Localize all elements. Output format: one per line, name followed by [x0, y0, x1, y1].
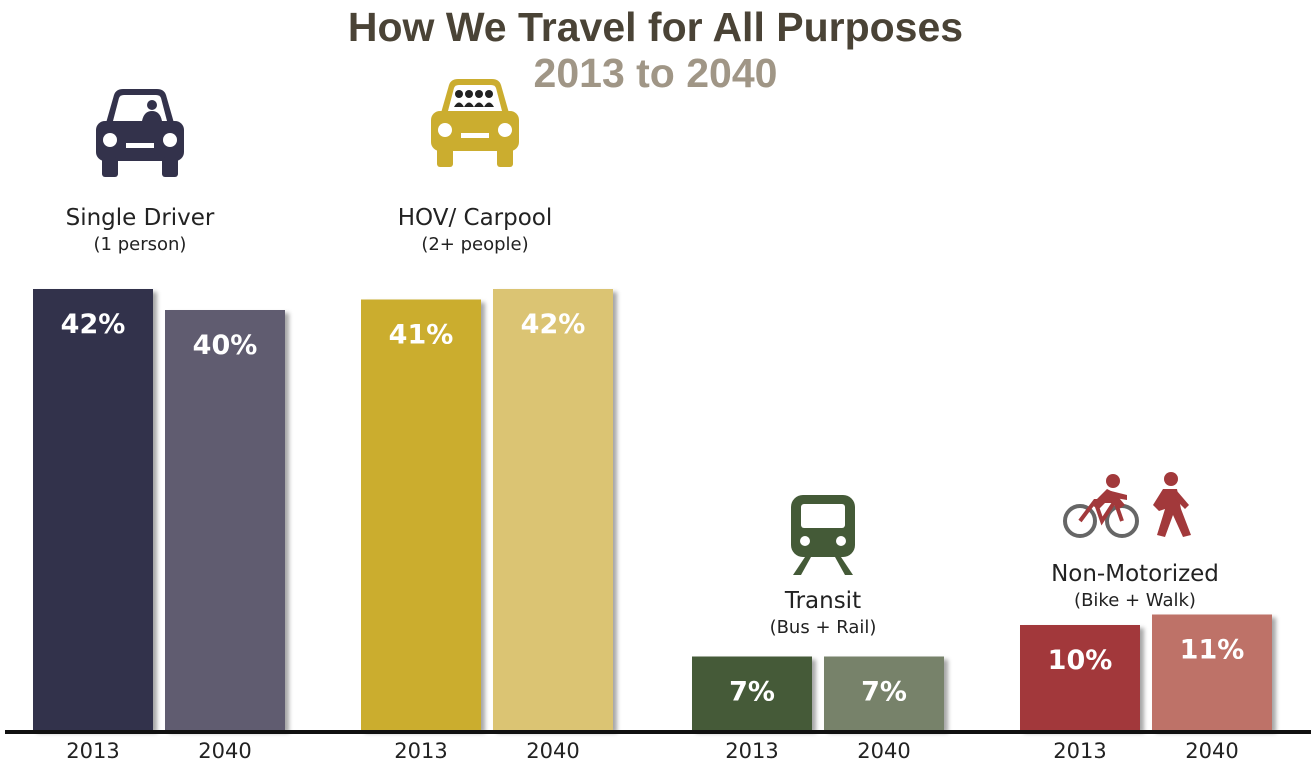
- car-icon: [96, 89, 184, 177]
- bar-3-2040: [1152, 614, 1272, 730]
- category-sublabel: (Bus + Rail): [770, 617, 877, 638]
- category-label: Transit: [784, 588, 861, 614]
- x-tick-label: 2013: [394, 739, 447, 763]
- x-tick-label: 2013: [725, 739, 778, 763]
- bar-value-label: 40%: [193, 330, 258, 361]
- category-sublabel: (Bike + Walk): [1074, 590, 1196, 611]
- bar-value-label: 7%: [729, 677, 775, 708]
- category-sublabel: (1 person): [94, 234, 187, 255]
- bar-value-label: 41%: [389, 320, 454, 351]
- category-label: HOV/ Carpool: [398, 205, 553, 231]
- bar-value-label: 7%: [861, 677, 907, 708]
- bike-walk-icon: [1063, 472, 1191, 538]
- x-tick-label: 2040: [198, 739, 251, 763]
- carpool-icon: [431, 79, 519, 167]
- train-icon: [791, 495, 855, 575]
- bar-3-2013: [1020, 625, 1140, 730]
- bar-1-2040: [493, 289, 613, 730]
- x-tick-label: 2013: [1053, 739, 1106, 763]
- x-tick-label: 2040: [1185, 739, 1238, 763]
- bar-value-label: 10%: [1048, 645, 1113, 676]
- bar-value-label: 11%: [1180, 635, 1245, 666]
- bar-value-label: 42%: [521, 309, 586, 340]
- x-tick-label: 2013: [66, 739, 119, 763]
- bar-2-2013: [692, 656, 812, 730]
- category-label: Single Driver: [66, 205, 215, 231]
- category-sublabel: (2+ people): [421, 234, 528, 255]
- bar-0-2013: [33, 289, 153, 730]
- category-label: Non-Motorized: [1051, 561, 1219, 587]
- chart-subtitle: 2013 to 2040: [533, 50, 778, 96]
- bar-0-2040: [165, 310, 285, 730]
- bar-2-2040: [824, 656, 944, 730]
- x-tick-label: 2040: [857, 739, 910, 763]
- x-tick-label: 2040: [526, 739, 579, 763]
- chart-title: How We Travel for All Purposes: [347, 4, 964, 50]
- bar-value-label: 42%: [61, 309, 126, 340]
- bar-1-2013: [361, 299, 481, 730]
